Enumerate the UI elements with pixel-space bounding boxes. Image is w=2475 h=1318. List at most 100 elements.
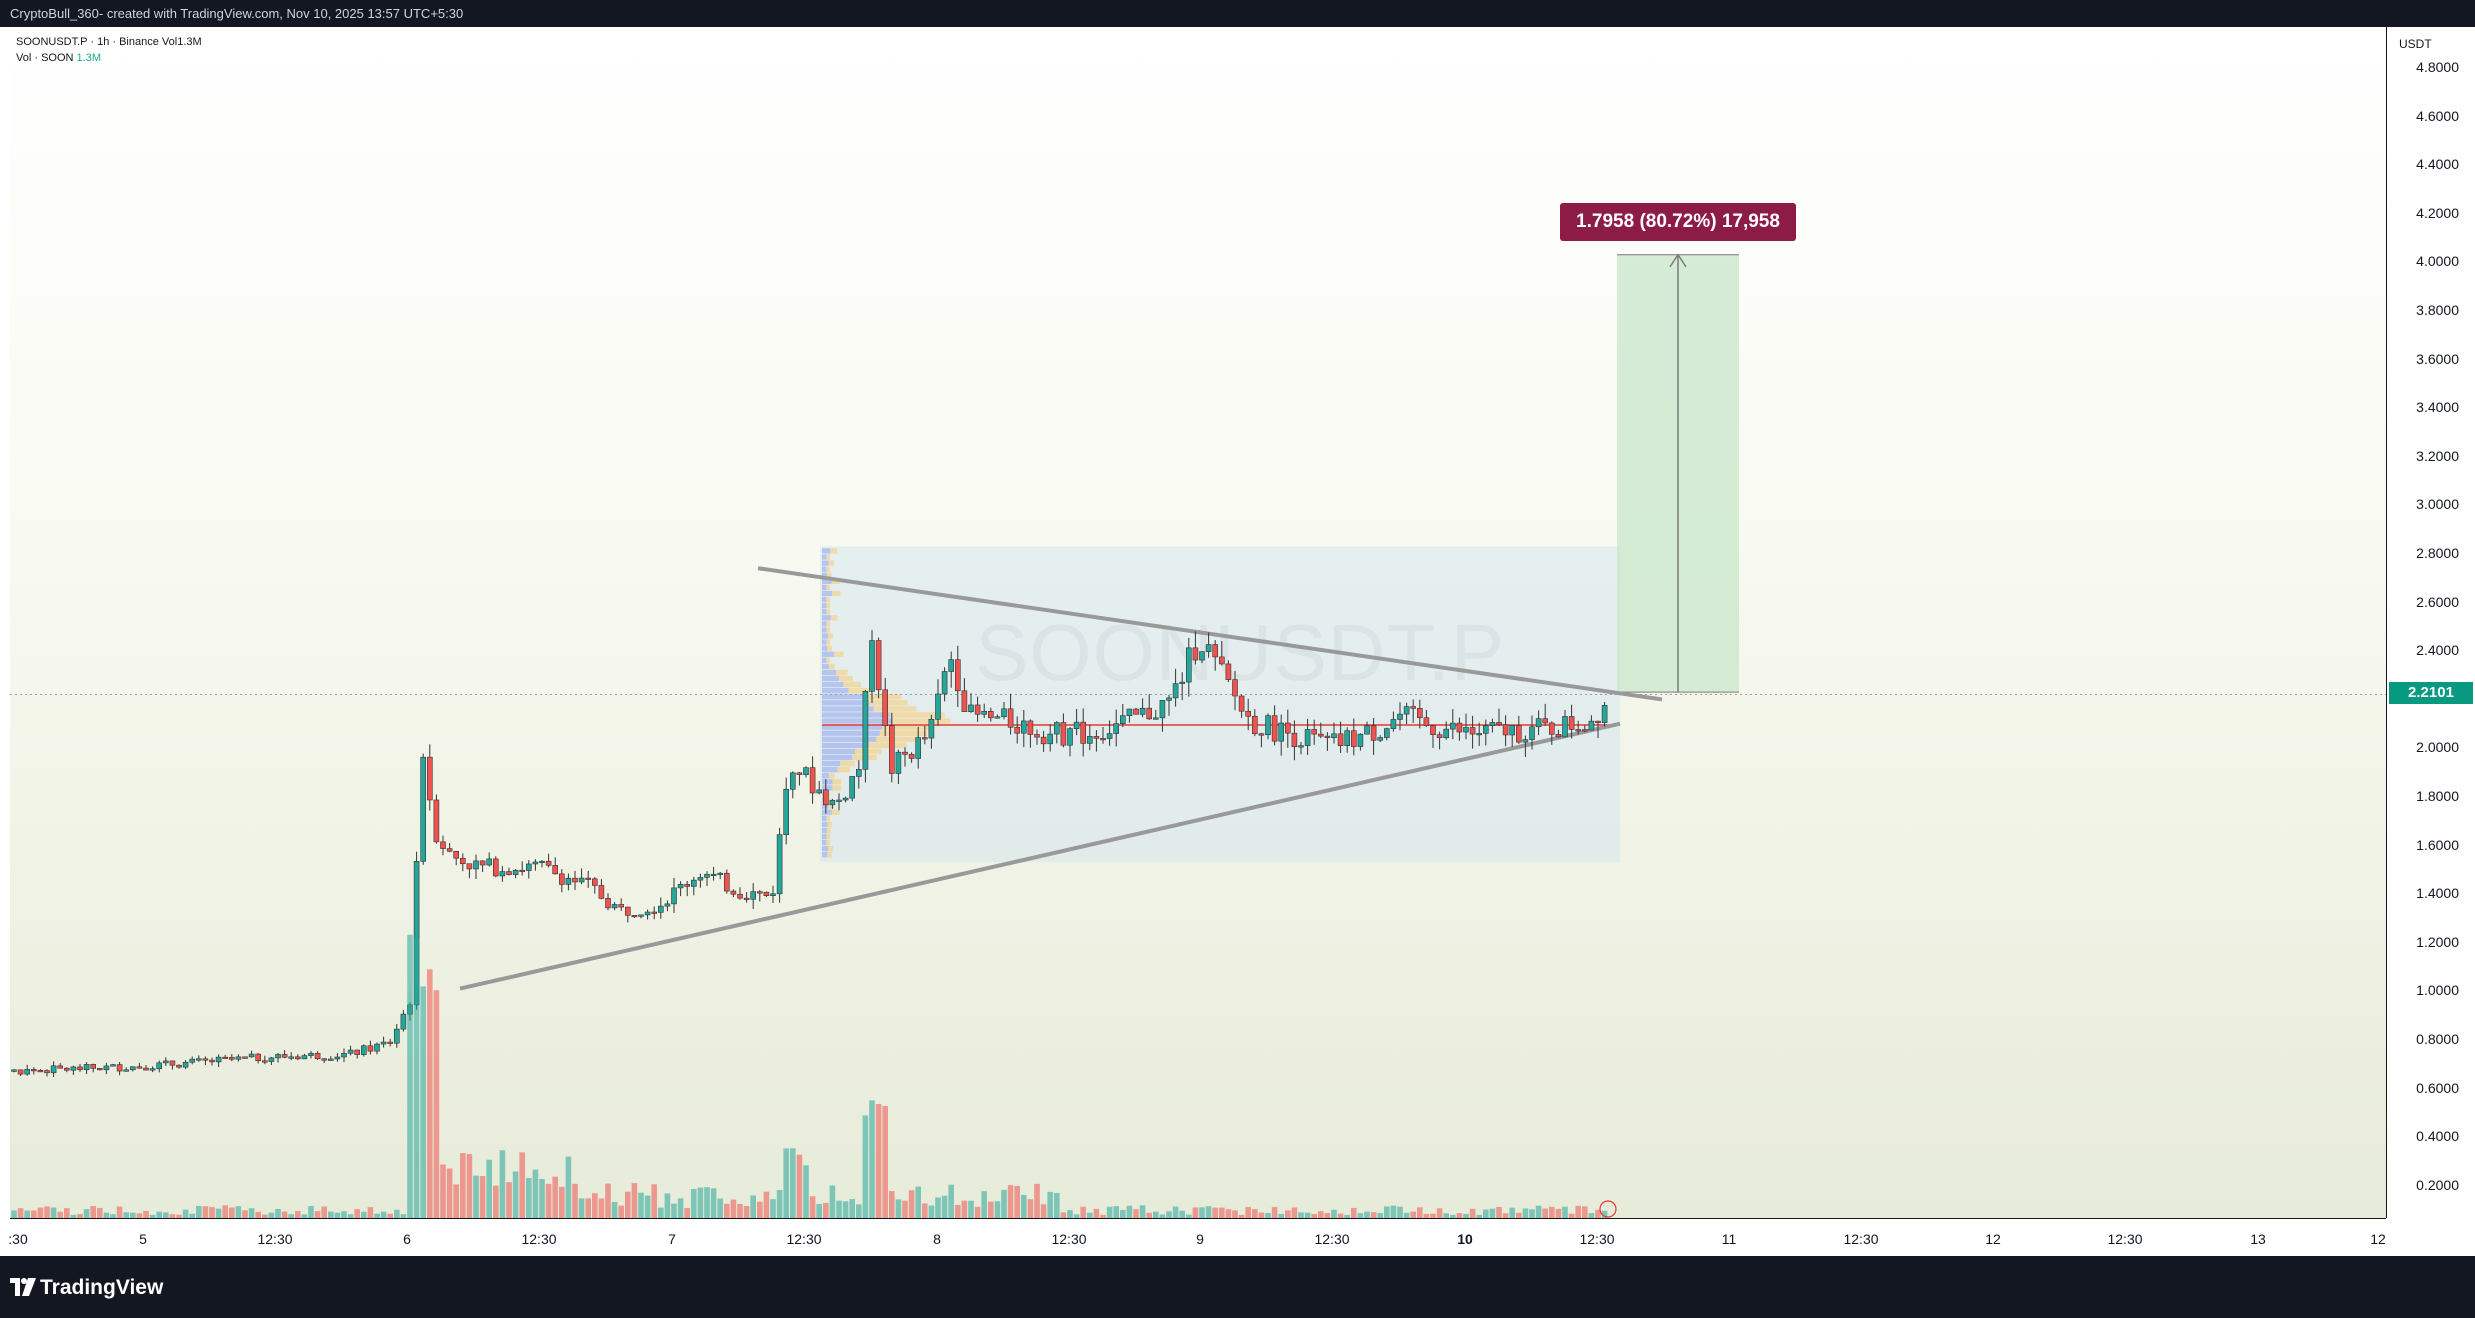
candle-body xyxy=(987,711,994,719)
candle-body xyxy=(308,1053,314,1056)
volume-bar xyxy=(116,1206,123,1218)
candle-body xyxy=(545,860,552,866)
volume-bar xyxy=(182,1209,189,1218)
event-marker-icon xyxy=(1599,1200,1617,1218)
candle-body xyxy=(519,869,526,873)
candle-body xyxy=(763,891,770,896)
volume-bar xyxy=(37,1207,44,1218)
candle-body xyxy=(1562,716,1568,738)
chart-area[interactable]: SOONUSDT.P xyxy=(10,27,2386,1218)
volume-profile-bar xyxy=(828,663,835,670)
volume-profile-bar xyxy=(822,651,834,657)
volume-bar xyxy=(941,1195,948,1218)
volume-bar xyxy=(1542,1208,1548,1218)
candle-body xyxy=(1450,722,1456,730)
volume-bar xyxy=(974,1206,981,1218)
volume-bar xyxy=(11,1210,17,1218)
volume-bar xyxy=(592,1193,598,1218)
volume-bar xyxy=(1153,1211,1159,1218)
candle-body xyxy=(717,872,724,875)
volume-bar xyxy=(1522,1208,1529,1218)
footer-brand[interactable]: TradingView xyxy=(40,1276,164,1299)
candle-body xyxy=(796,772,803,775)
candle-body xyxy=(143,1067,149,1071)
volume-bar xyxy=(526,1177,532,1218)
volume-bar xyxy=(31,1210,37,1218)
candle-body xyxy=(578,877,585,883)
price-axis-tick: 3.6000 xyxy=(2416,350,2459,367)
candle-body xyxy=(1153,717,1159,720)
volume-bar xyxy=(1483,1209,1489,1218)
volume-bar xyxy=(176,1214,182,1218)
volume-profile-bar xyxy=(889,712,945,718)
volume-profile-bar xyxy=(822,712,890,718)
volume-profile-bar xyxy=(873,706,917,712)
volume-bar xyxy=(598,1198,605,1218)
candle-body xyxy=(446,848,453,852)
volume-bar xyxy=(235,1206,242,1218)
candle-body xyxy=(169,1060,176,1066)
volume-profile-bar xyxy=(854,748,882,755)
volume-profile-bar xyxy=(826,827,831,834)
volume-profile-bar xyxy=(826,621,830,627)
price-axis-tick: 2.8000 xyxy=(2416,545,2459,561)
price-axis-tick: 3.2000 xyxy=(2416,447,2459,464)
candle-body xyxy=(17,1069,24,1075)
volume-bar xyxy=(1595,1209,1601,1218)
volume-profile-bar xyxy=(828,560,835,566)
volume-bar xyxy=(1265,1212,1271,1218)
candle-body xyxy=(1516,725,1522,743)
volume-profile-bar xyxy=(826,797,831,803)
volume-profile-bar xyxy=(879,730,928,736)
candle-body xyxy=(1535,718,1542,728)
price-chart[interactable] xyxy=(10,27,2386,1218)
candle-body xyxy=(710,873,717,877)
candle-body xyxy=(1146,707,1152,720)
volume-bar xyxy=(565,1156,572,1218)
candle-body xyxy=(341,1052,347,1058)
candle-body xyxy=(697,877,704,881)
candle-body xyxy=(149,1068,156,1071)
time-axis-tick: 13 xyxy=(2250,1231,2266,1247)
price-axis-tick: 3.4000 xyxy=(2416,399,2459,416)
volume-bar xyxy=(981,1191,987,1218)
candle-body xyxy=(473,860,479,870)
volume-bar xyxy=(724,1203,730,1218)
candle-body xyxy=(1417,708,1423,719)
volume-bar xyxy=(638,1192,644,1218)
volume-bar xyxy=(856,1204,862,1218)
volume-legend[interactable]: Vol · SOON 1.3M xyxy=(16,50,202,66)
volume-profile-bar xyxy=(826,839,830,846)
time-axis-tick: 12:30 xyxy=(2107,1231,2143,1247)
volume-bar xyxy=(1430,1213,1436,1218)
candle-body xyxy=(1377,737,1383,741)
candle-body xyxy=(512,869,519,875)
volume-bar xyxy=(1456,1213,1463,1218)
candle-body xyxy=(294,1056,301,1060)
candle-body xyxy=(433,799,440,843)
volume-bar xyxy=(1126,1205,1133,1218)
price-axis[interactable]: USDT 4.8000 4.6000 4.4000 4.2000 4.0000 3.800… xyxy=(2386,27,2475,1218)
volume-bar xyxy=(1034,1183,1040,1218)
volume-bar xyxy=(347,1214,354,1218)
volume-bar xyxy=(1555,1208,1562,1218)
volume-bar xyxy=(631,1183,638,1218)
symbol-legend[interactable]: SOONUSDT.P · 1h · Binance Vol1.3M xyxy=(16,36,202,48)
price-range-measure-label[interactable]: 1.7958 (80.72%) 17,958 xyxy=(1560,203,1796,241)
volume-bar xyxy=(1040,1204,1047,1218)
candle-body xyxy=(1502,724,1509,736)
volume-profile-bar xyxy=(836,669,848,676)
volume-bar xyxy=(658,1207,664,1218)
candle-body xyxy=(974,704,981,715)
candle-body xyxy=(1403,706,1410,715)
volume-bar xyxy=(625,1191,631,1218)
candle-body xyxy=(605,898,611,909)
volume-profile-bar xyxy=(826,596,830,603)
volume-bar xyxy=(1489,1208,1496,1218)
volume-bar xyxy=(717,1198,723,1218)
volume-bar xyxy=(242,1210,248,1218)
volume-bar xyxy=(935,1197,941,1218)
price-axis-tick: 1.6000 xyxy=(2416,836,2459,853)
time-axis[interactable]: :30 5 12:30 6 12:30 7 12:30 8 12:30 9 12:30 10 12:30… xyxy=(8,1218,2386,1256)
volume-bar xyxy=(1450,1214,1456,1218)
